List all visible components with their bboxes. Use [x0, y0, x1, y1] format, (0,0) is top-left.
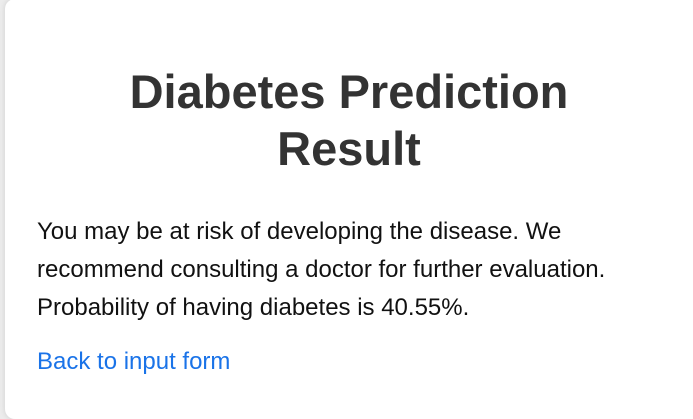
result-card: Diabetes Prediction Result You may be at… [5, 0, 693, 419]
page-title-line-1: Diabetes Prediction [129, 65, 569, 118]
page-title-line-2: Result [277, 122, 421, 175]
back-to-input-form-link[interactable]: Back to input form [37, 348, 231, 375]
prediction-message-line-2: recommend consulting a doctor for furthe… [37, 256, 606, 283]
page-title: Diabetes Prediction Result [5, 63, 693, 177]
prediction-message: You may be at risk of developing the dis… [37, 213, 677, 327]
prediction-probability-line: Probability of having diabetes is 40.55%… [37, 294, 470, 321]
prediction-message-line-1: You may be at risk of developing the dis… [37, 218, 562, 245]
